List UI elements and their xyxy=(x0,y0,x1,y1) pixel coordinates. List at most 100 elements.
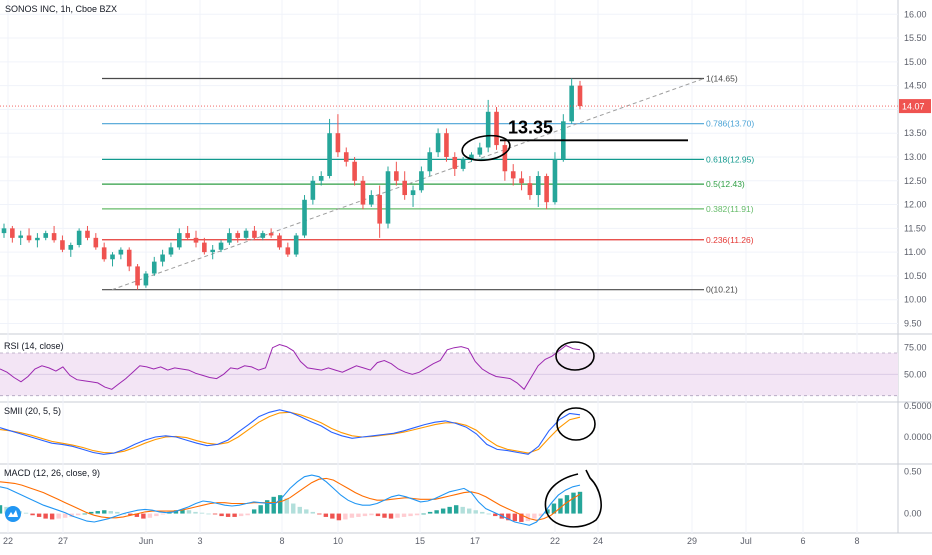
candle xyxy=(51,225,57,243)
macd-histogram-bar xyxy=(421,513,426,515)
y-tick-label: 9.50 xyxy=(904,318,922,328)
macd-histogram-bar xyxy=(375,513,381,517)
candle xyxy=(502,140,508,181)
candle-body xyxy=(494,111,499,146)
candle-body xyxy=(544,176,549,203)
rsi-y-tick-label: 75.00 xyxy=(904,343,927,353)
macd-histogram-bar xyxy=(297,506,302,514)
candle xyxy=(93,233,99,250)
candle-body xyxy=(76,230,82,245)
candle xyxy=(293,233,299,257)
macd-histogram-bar xyxy=(473,510,478,514)
macd-histogram-bar xyxy=(577,491,583,514)
macd-histogram-bar xyxy=(447,506,452,514)
candle xyxy=(469,152,474,162)
candle xyxy=(385,166,391,229)
candle-body xyxy=(101,247,107,260)
candle-body xyxy=(68,244,74,250)
candle xyxy=(35,233,40,248)
macd-histogram-bar xyxy=(532,513,537,519)
candle xyxy=(435,128,441,157)
candle xyxy=(318,171,324,186)
macd-histogram-bar xyxy=(460,506,465,514)
candle-body xyxy=(310,180,316,200)
candle xyxy=(235,230,241,243)
macd-histogram-bar xyxy=(30,513,35,516)
candle xyxy=(310,176,316,205)
macd-histogram-bar xyxy=(395,513,400,518)
smi-title: SMII (20, 5, 5) xyxy=(4,406,61,416)
candle xyxy=(452,152,458,177)
candle xyxy=(360,176,366,210)
candle xyxy=(285,242,291,257)
candle-body xyxy=(519,178,524,184)
candle xyxy=(427,147,433,177)
x-tick-label: 29 xyxy=(687,536,697,546)
macd-histogram-bar xyxy=(538,513,544,517)
candle-body xyxy=(202,242,207,253)
macd-histogram-bar xyxy=(62,513,68,518)
macd-histogram-bar xyxy=(336,513,342,521)
y-tick-label: 11.50 xyxy=(904,223,926,233)
macd-histogram-bar xyxy=(349,513,355,518)
y-tick-label: 10.50 xyxy=(904,271,927,281)
candle-body xyxy=(435,133,441,153)
macd-histogram-bar xyxy=(115,511,120,514)
candle xyxy=(218,240,224,253)
fib-level-label: 0(10.21) xyxy=(706,285,738,295)
candle xyxy=(519,171,524,191)
candle-body xyxy=(427,152,433,172)
macd-histogram-bar xyxy=(89,511,94,514)
candle xyxy=(243,228,249,241)
candle-body xyxy=(118,249,124,255)
candle-body xyxy=(193,237,199,243)
candle-body xyxy=(444,133,449,157)
candle-body xyxy=(43,233,49,238)
y-tick-label: 13.00 xyxy=(904,152,927,162)
candle-body xyxy=(327,133,332,177)
macd-histogram-bar xyxy=(388,513,394,519)
candle xyxy=(143,271,149,288)
candle xyxy=(327,118,332,179)
candle xyxy=(277,233,282,250)
candle-body xyxy=(235,233,241,238)
candle xyxy=(101,242,107,262)
macd-histogram-bar xyxy=(362,513,368,517)
candle-body xyxy=(35,237,40,241)
candle xyxy=(419,166,424,193)
candle xyxy=(460,156,466,172)
candle xyxy=(1,223,7,238)
macd-histogram-bar xyxy=(506,513,511,521)
candle xyxy=(151,256,157,276)
candle xyxy=(377,185,382,238)
x-tick-label: 10 xyxy=(333,536,343,546)
macd-histogram-bar xyxy=(278,495,283,514)
x-tick-label: 17 xyxy=(470,536,480,546)
candle xyxy=(135,264,140,290)
macd-histogram-bar xyxy=(219,513,224,517)
macd-histogram-bar xyxy=(206,513,211,515)
rsi-annotation-circle xyxy=(555,341,595,371)
candle xyxy=(193,230,199,248)
macd-histogram-bar xyxy=(245,513,250,516)
candle xyxy=(477,142,483,157)
candle xyxy=(10,225,15,243)
candle-body xyxy=(126,249,132,267)
macd-histogram-bar xyxy=(571,492,576,514)
macd-histogram-bar xyxy=(95,511,100,514)
macd-histogram-bar xyxy=(56,513,61,519)
macd-histogram-bar xyxy=(180,509,185,514)
candle-body xyxy=(485,111,491,148)
macd-histogram-bar xyxy=(82,513,87,515)
macd-histogram-bar xyxy=(434,510,439,514)
candle xyxy=(394,161,399,186)
candle xyxy=(402,171,407,200)
macd-histogram-bar xyxy=(76,513,81,516)
tradingview-logo-mark xyxy=(8,510,18,517)
macd-histogram-bar xyxy=(108,511,113,514)
macd-histogram-bar xyxy=(199,512,205,514)
macd-histogram-bar xyxy=(36,513,42,517)
